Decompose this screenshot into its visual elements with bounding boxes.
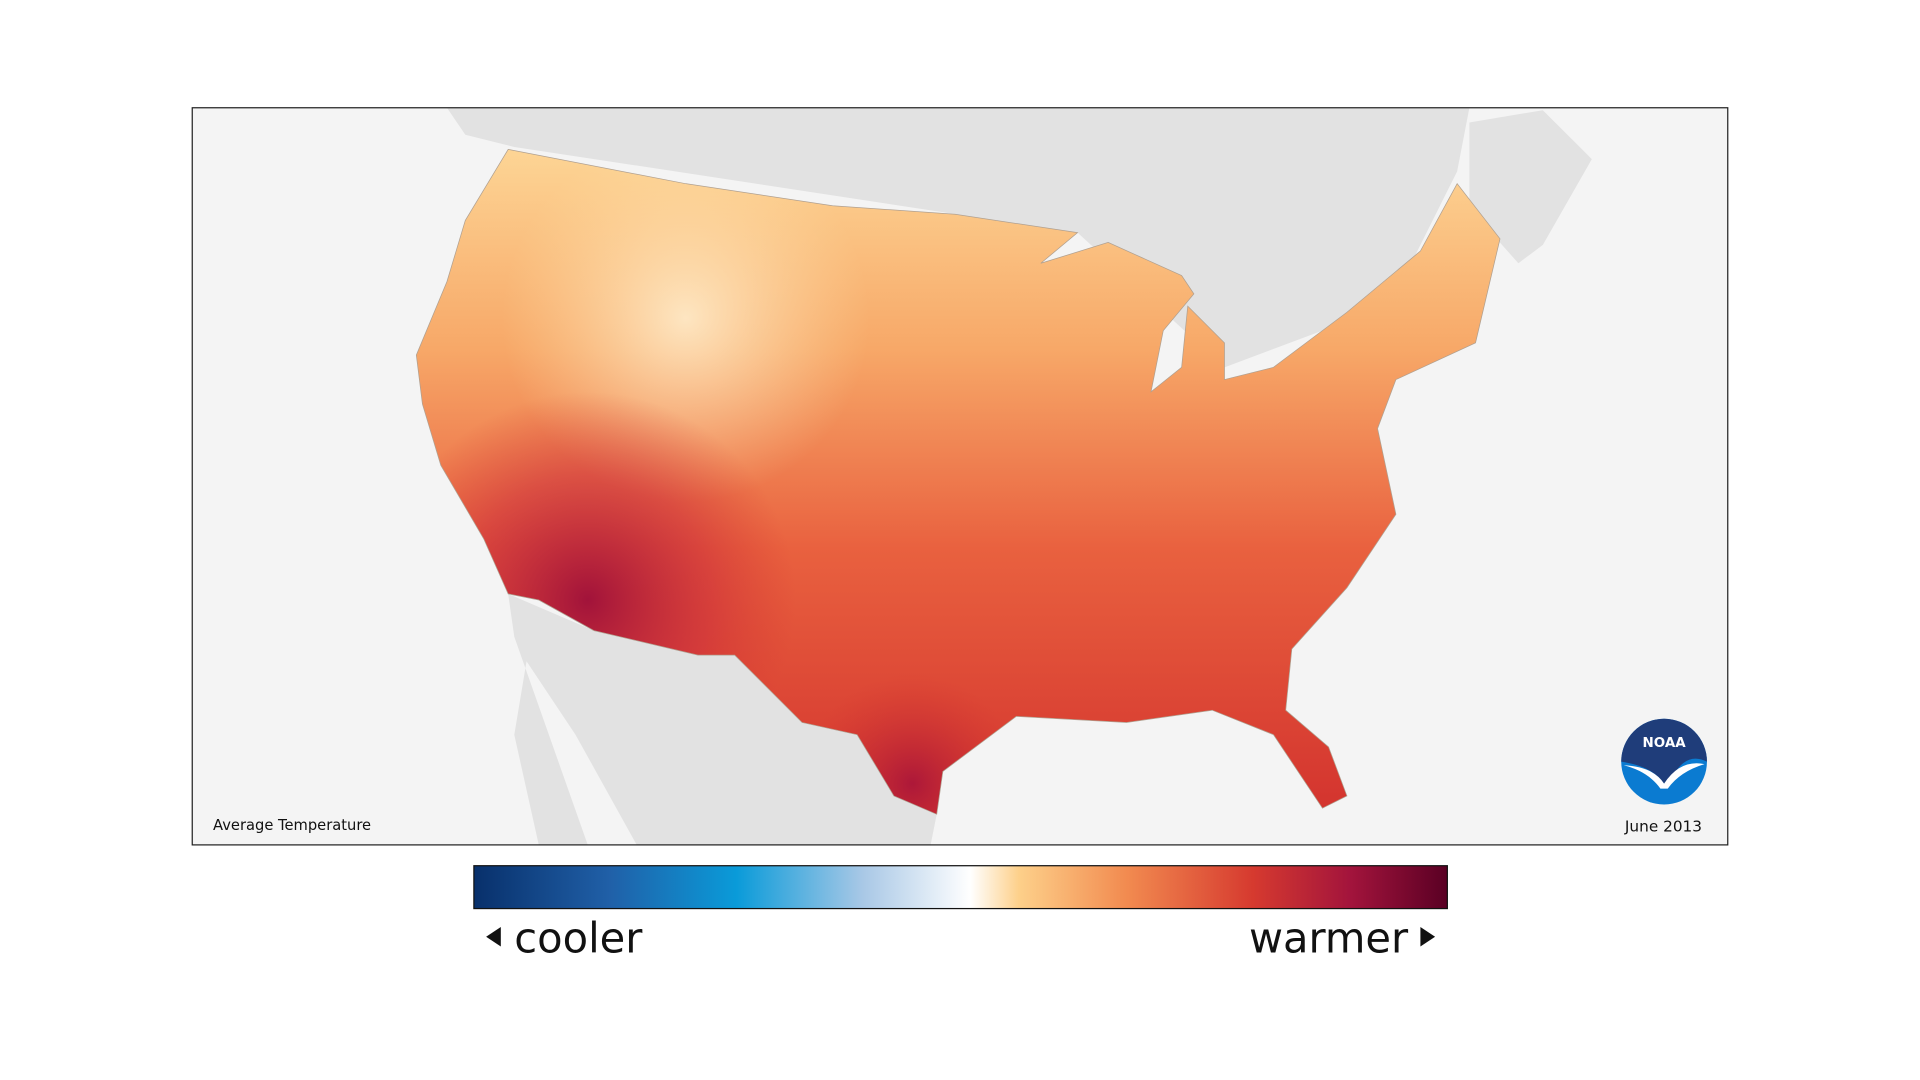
noaa-logo: NOAA (1621, 718, 1707, 805)
logo-text: NOAA (1642, 736, 1686, 751)
map-title: Average Temperature (213, 817, 371, 834)
mexico-land (508, 593, 937, 845)
map-date: June 2013 (1624, 817, 1702, 835)
map-frame (191, 107, 1729, 846)
canada-land (446, 107, 1470, 368)
high-label: warmer (1249, 914, 1409, 963)
map-area (192, 107, 1728, 845)
logo-bird (1623, 763, 1705, 789)
left-arrow (486, 926, 501, 947)
logo-top (1621, 718, 1707, 784)
color-scale (473, 865, 1448, 910)
right-arrow (1420, 926, 1436, 947)
canada-east (1469, 110, 1592, 264)
low-label: cooler (514, 914, 643, 963)
